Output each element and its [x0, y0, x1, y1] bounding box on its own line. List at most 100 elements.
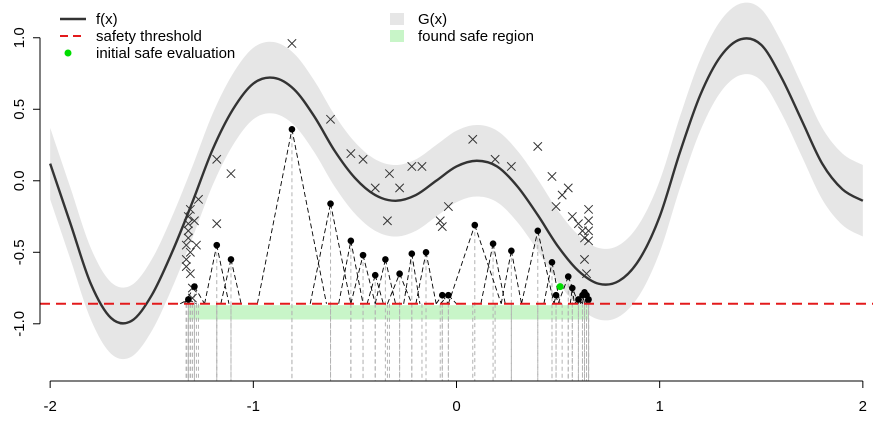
observation-x-marker [185, 204, 195, 214]
initial-safe-point [556, 283, 564, 291]
search-edge [447, 224, 476, 304]
y-tick-label: 1.0 [11, 27, 28, 48]
search-edge [425, 252, 437, 304]
search-point [288, 125, 296, 133]
search-point [422, 248, 430, 256]
search-edge [220, 259, 232, 304]
search-point [347, 237, 355, 245]
gp-band [50, 2, 863, 360]
search-tree-lines [179, 129, 591, 305]
f-curve [49, 37, 864, 325]
observation-x-marker [287, 38, 297, 49]
legend-square-swatch [390, 13, 404, 25]
observation-x-marker [226, 169, 236, 179]
observation-x-marker [584, 236, 594, 246]
search-edge [338, 240, 352, 304]
legend-item: found safe region [390, 28, 534, 45]
legend-item: f(x) [60, 11, 118, 28]
search-edge [179, 299, 189, 305]
search-point [585, 296, 592, 303]
search-point [359, 251, 367, 259]
y-tick-label: -0.5 [11, 239, 28, 265]
observation-x-marker [506, 161, 516, 172]
observation-x-marker [382, 216, 392, 226]
observation-x-marker [468, 134, 478, 144]
observation-x-marker [573, 219, 583, 229]
search-point [534, 227, 542, 235]
legend-item: safety threshold [60, 28, 202, 45]
search-point [408, 250, 416, 258]
f-curve-line [49, 37, 864, 325]
observation-x-marker [212, 219, 222, 229]
search-point [552, 291, 560, 299]
observation-x-marker [193, 194, 204, 204]
search-edge [216, 245, 230, 304]
safe-region-rect [188, 305, 589, 320]
x-tick-label: 0 [452, 398, 460, 415]
legend-label: f(x) [96, 11, 118, 28]
observation-x-marker [417, 161, 427, 172]
search-edge [374, 275, 384, 304]
search-point-markers [185, 125, 592, 303]
y-tick-label: 0.5 [11, 99, 28, 120]
search-edge [374, 259, 386, 304]
y-tick-label: -1.0 [11, 311, 28, 337]
search-point [327, 200, 334, 207]
search-point [445, 291, 452, 299]
observation-x-marker [181, 262, 191, 272]
search-point [508, 247, 515, 255]
legend-label: found safe region [418, 28, 534, 45]
search-edge [256, 129, 293, 304]
observation-x-marker [325, 114, 336, 124]
observation-x-marker [370, 183, 380, 193]
x-tick-label: 2 [859, 398, 867, 415]
search-edge [350, 240, 364, 304]
search-edge [366, 275, 376, 304]
search-edge [387, 273, 401, 304]
legend-label: initial safe evaluation [96, 45, 235, 62]
search-point [564, 273, 572, 280]
observation-x-marker [584, 216, 594, 226]
search-edge [521, 230, 539, 304]
observation-x-marker [183, 219, 193, 229]
observation-x-marker [185, 247, 195, 257]
observation-x-marker [183, 226, 193, 236]
observation-x-marker [185, 269, 195, 279]
search-point [575, 296, 582, 303]
observation-x-marker [181, 240, 191, 250]
observation-x-marker [547, 171, 557, 182]
search-edge [362, 255, 376, 304]
x-tick-label: 1 [655, 398, 663, 415]
observation-x-marker [212, 154, 222, 164]
observation-x-marker [581, 269, 592, 279]
gp-confidence-band [50, 2, 863, 360]
observation-x-marker [557, 190, 567, 200]
search-edge [510, 250, 522, 304]
search-edge [500, 250, 512, 304]
search-edge [480, 243, 494, 304]
search-edge [411, 253, 421, 304]
observation-x-marker [395, 183, 405, 193]
observation-x-marker [490, 154, 500, 164]
search-edge [403, 253, 413, 304]
observation-x-marker [346, 149, 356, 159]
search-point [569, 284, 576, 292]
search-edge [399, 273, 413, 304]
search-point [227, 256, 235, 263]
search-edge [415, 252, 427, 304]
observation-x-marker [551, 201, 561, 212]
observation-x-marker [358, 154, 368, 164]
search-edge [557, 276, 569, 304]
observation-x-marker [189, 216, 199, 226]
search-point [382, 256, 389, 263]
search-edge [537, 230, 555, 304]
search-edge [350, 255, 364, 304]
observation-markers [181, 38, 594, 303]
search-edge [384, 259, 396, 304]
observation-x-marker [567, 211, 577, 222]
observation-x-marker [183, 233, 193, 243]
search-edge [291, 129, 327, 304]
legend-label: G(x) [418, 11, 447, 28]
found-safe-region [188, 305, 589, 320]
